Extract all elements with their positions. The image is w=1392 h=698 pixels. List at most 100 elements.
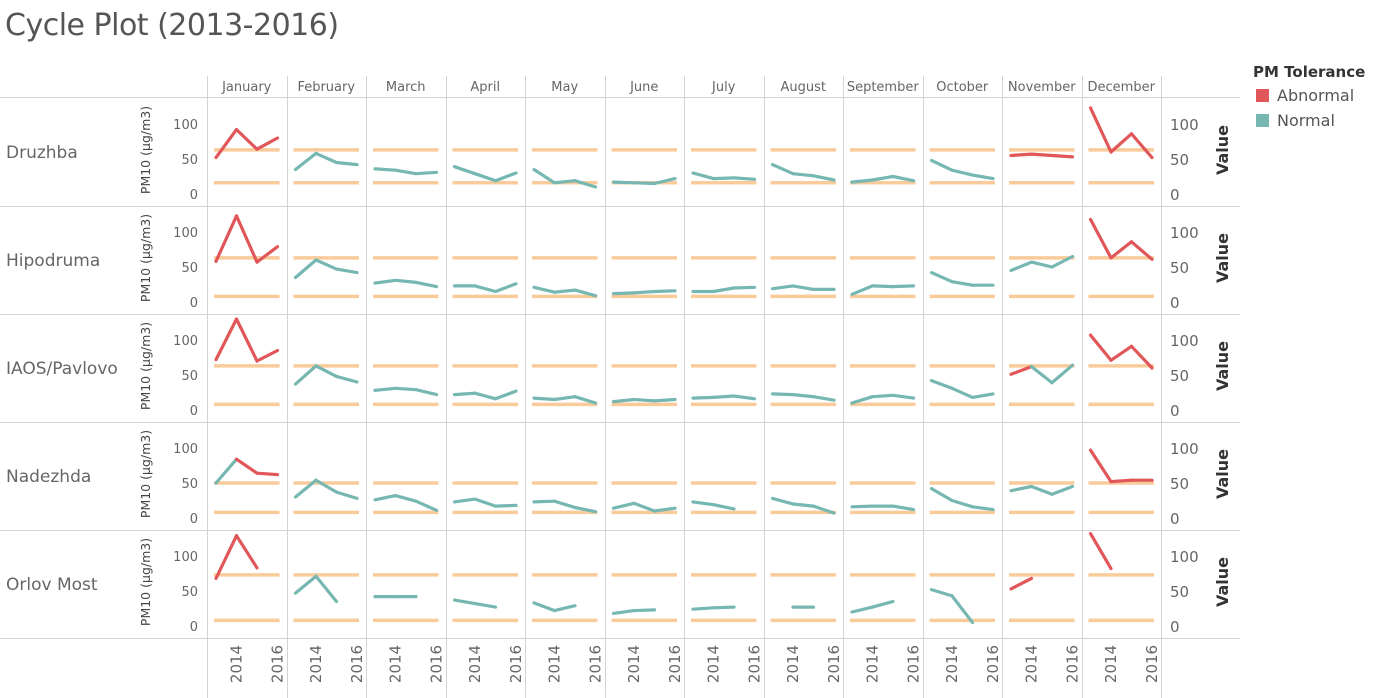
data-segment-druzhba-february <box>314 151 339 165</box>
data-segment-orlov-most-june <box>611 608 636 616</box>
data-segment-nadezhda-february <box>314 478 339 494</box>
x-tick-label: 2014 <box>784 645 802 683</box>
data-segment-druzhba-june <box>632 181 657 186</box>
x-tick-label: 2014 <box>864 645 882 683</box>
data-segment-nadezhda-december <box>1088 448 1113 484</box>
y-axis-title-right: Value <box>1213 125 1232 175</box>
data-segment-iaos-pavlovo-march <box>373 386 398 392</box>
y-tick-label-right: 50 <box>1170 475 1189 493</box>
data-segment-iaos-pavlovo-august <box>770 392 795 397</box>
data-segment-druzhba-february <box>293 151 318 172</box>
data-segment-orlov-most-may <box>552 604 577 613</box>
data-segment-nadezhda-march <box>393 494 418 503</box>
data-segment-iaos-pavlovo-june <box>632 397 657 403</box>
data-segment-iaos-pavlovo-may <box>552 395 577 402</box>
column-header-january: January <box>221 80 272 95</box>
data-segment-druzhba-october <box>929 158 954 172</box>
data-segment-hipodruma-february <box>314 258 339 271</box>
y-axis-title-left: PM10 (µg/m3) <box>138 214 153 302</box>
x-tick-label: 2016 <box>348 645 366 683</box>
data-segment-druzhba-october <box>970 173 995 181</box>
data-segment-hipodruma-january <box>214 214 239 263</box>
column-header-february: February <box>297 80 355 95</box>
data-segment-nadezhda-may <box>573 505 598 514</box>
data-segment-druzhba-december <box>1129 132 1154 160</box>
data-segment-iaos-pavlovo-november <box>1029 365 1054 385</box>
legend-item-normal[interactable]: Normal <box>1253 108 1365 133</box>
data-segment-iaos-pavlovo-january <box>234 317 259 363</box>
data-segment-nadezhda-june <box>632 501 657 513</box>
data-segment-iaos-pavlovo-february <box>293 364 318 386</box>
data-segment-druzhba-september <box>891 174 916 183</box>
data-segment-nadezhda-october <box>950 498 975 509</box>
data-segment-druzhba-december <box>1088 106 1113 154</box>
x-tick-label: 2014 <box>943 645 961 683</box>
y-tick-label-left: 0 <box>190 188 198 203</box>
data-segment-orlov-most-october <box>950 594 975 625</box>
x-tick-label: 2016 <box>1143 645 1161 683</box>
legend-item-abnormal[interactable]: Abnormal <box>1253 83 1365 108</box>
data-segment-nadezhda-july <box>691 500 716 507</box>
data-segment-nadezhda-october <box>929 487 954 503</box>
y-tick-label-right: 0 <box>1170 294 1180 312</box>
x-tick-label: 2016 <box>825 645 843 683</box>
data-segment-orlov-most-december <box>1088 531 1113 571</box>
data-segment-druzhba-november <box>1029 152 1054 158</box>
data-segment-iaos-pavlovo-march <box>393 386 418 392</box>
y-axis-title-right: Value <box>1213 449 1232 499</box>
data-segment-orlov-most-april <box>473 601 498 609</box>
y-tick-label-left: 100 <box>173 118 198 133</box>
cycle-plot-chart: January February March April May June July Augu… <box>0 76 1240 698</box>
data-segment-nadezhda-april <box>473 497 498 508</box>
data-segment-druzhba-july <box>691 171 716 181</box>
y-axis-title-right: Value <box>1213 341 1232 391</box>
y-tick-label-right: 100 <box>1170 440 1199 458</box>
x-tick-label: 2016 <box>666 645 684 683</box>
data-segment-hipodruma-december <box>1129 240 1154 261</box>
data-segment-hipodruma-october <box>929 271 954 284</box>
x-tick-label: 2014 <box>546 645 564 683</box>
y-tick-label-right: 50 <box>1170 259 1189 277</box>
column-header-august: August <box>781 80 827 95</box>
data-segment-druzhba-may <box>573 179 598 189</box>
column-header-june: June <box>629 80 658 95</box>
data-segment-iaos-pavlovo-september <box>850 395 875 405</box>
data-segment-druzhba-january <box>255 136 280 151</box>
y-tick-label-left: 100 <box>173 334 198 349</box>
data-segment-hipodruma-march <box>393 278 418 284</box>
legend-label-abnormal: Abnormal <box>1277 86 1355 105</box>
row-label-nadezhda: Nadezhda <box>6 467 91 487</box>
legend[interactable]: PM Tolerance Abnormal Normal <box>1253 63 1365 133</box>
x-tick-label: 2016 <box>507 645 525 683</box>
y-axis-title-left: PM10 (µg/m3) <box>138 322 153 410</box>
y-tick-label-left: 50 <box>181 477 198 492</box>
data-segment-iaos-pavlovo-february <box>334 374 359 384</box>
data-segment-druzhba-september <box>870 174 895 182</box>
data-segment-iaos-pavlovo-october <box>970 392 995 399</box>
data-segment-druzhba-april <box>452 165 477 176</box>
data-segment-iaos-pavlovo-december <box>1088 333 1113 362</box>
data-segment-hipodruma-june <box>652 289 677 294</box>
data-segment-druzhba-april <box>473 172 498 183</box>
data-segment-druzhba-may <box>552 179 577 185</box>
y-tick-label-right: 50 <box>1170 151 1189 169</box>
legend-swatch-normal <box>1256 114 1269 127</box>
data-segment-hipodruma-april <box>473 284 498 294</box>
data-segment-nadezhda-january <box>214 457 239 485</box>
y-tick-label-right: 50 <box>1170 583 1189 601</box>
data-segment-iaos-pavlovo-january <box>214 317 239 362</box>
data-segment-hipodruma-august <box>770 284 795 291</box>
data-segment-druzhba-july <box>732 176 757 181</box>
data-segment-druzhba-october <box>950 168 975 177</box>
column-header-july: July <box>711 80 736 95</box>
y-tick-label-left: 0 <box>190 512 198 527</box>
data-segment-druzhba-march <box>373 167 398 172</box>
data-segment-hipodruma-december <box>1109 240 1134 260</box>
data-segment-hipodruma-june <box>611 291 636 296</box>
y-tick-label-right: 100 <box>1170 116 1199 134</box>
data-segment-druzhba-december <box>1109 132 1134 154</box>
data-segment-nadezhda-august <box>791 502 816 508</box>
x-tick-label: 2016 <box>428 645 446 683</box>
data-segment-nadezhda-july <box>711 503 736 511</box>
data-segment-orlov-most-june <box>632 608 657 613</box>
